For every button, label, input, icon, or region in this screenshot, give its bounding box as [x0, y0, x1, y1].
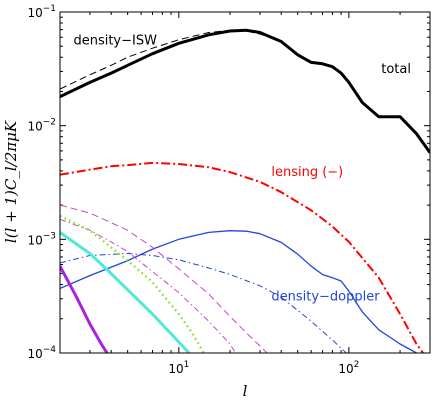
x-tick-label: 101 [168, 360, 189, 376]
series-layer [60, 28, 430, 353]
series-annotation: lensing (−) [271, 165, 343, 180]
series-annotation: density−doppler [271, 289, 380, 304]
annotations: density−ISW total lensing (−) density−doppl… [73, 33, 411, 304]
series-line-2 [60, 161, 425, 353]
x-axis-label: l [243, 382, 248, 400]
series-line-4 [60, 253, 347, 353]
series-annotation: density−ISW [73, 33, 157, 48]
series-line-9 [60, 265, 109, 353]
tick-labels: 101 102 10−4 10−3 10−2 10−1 [27, 4, 359, 376]
y-tick-label: 10−4 [27, 345, 56, 361]
series-line-7 [60, 215, 205, 353]
series-line-0 [60, 28, 430, 154]
plot-frame [59, 11, 431, 354]
series-line-1 [60, 29, 282, 90]
series-line-3 [60, 230, 418, 353]
series-line-8 [60, 231, 192, 353]
y-tick-label: 10−3 [27, 231, 56, 247]
y-tick-label: 10−1 [27, 4, 56, 20]
y-tick-label: 10−2 [27, 118, 56, 134]
series-annotation: total [381, 62, 411, 77]
series-line-6 [60, 218, 237, 353]
x-tick-label: 102 [338, 360, 359, 376]
series-line-5 [60, 204, 268, 353]
y-axis-label: l(l + 1)C_l/2πμK [2, 120, 20, 243]
